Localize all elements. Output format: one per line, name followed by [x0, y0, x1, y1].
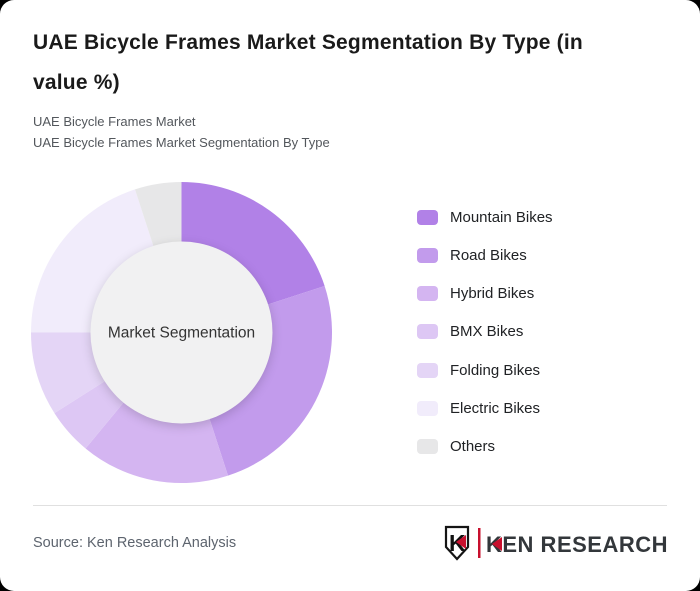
donut-chart: Market Segmentation [31, 182, 332, 483]
legend-swatch-electric-bikes [417, 400, 438, 416]
legend-label: Road Bikes [450, 246, 527, 264]
legend-item-others[interactable]: Others [417, 438, 553, 456]
page-title-line-1: UAE Bicycle Frames Market Segmentation B… [33, 31, 583, 54]
donut-center-circle [90, 241, 273, 424]
page-title: UAE Bicycle Frames Market Segmentation B… [33, 23, 683, 103]
legend-swatch-bmx-bikes [417, 324, 438, 340]
legend-item-road-bikes[interactable]: Road Bikes [417, 246, 553, 264]
logo-emblem-triangle-icon [456, 535, 466, 549]
source-text: Source: Ken Research Analysis [33, 535, 237, 551]
logo-wordmark-triangle-icon [492, 537, 502, 551]
legend-swatch-road-bikes [417, 247, 438, 263]
legend-item-folding-bikes[interactable]: Folding Bikes [417, 361, 553, 379]
logo-wordmark-text: KEN RESEARCH [486, 532, 668, 557]
donut-center-label: Market Segmentation [108, 325, 255, 342]
chart-subtitle-line-2: UAE Bicycle Frames Market Segmentation B… [33, 135, 330, 150]
legend-label: BMX Bikes [450, 323, 524, 341]
legend-label: Mountain Bikes [450, 208, 553, 226]
legend-swatch-hybrid-bikes [417, 286, 438, 302]
legend-label: Others [450, 438, 496, 456]
logo-shield-emblem: K [444, 525, 470, 561]
chart-legend: Mountain Bikes Road Bikes Hybrid Bikes BMX … [417, 209, 553, 477]
legend-swatch-folding-bikes [417, 362, 438, 378]
chart-subtitle-line-1: UAE Bicycle Frames Market [33, 114, 196, 129]
legend-item-mountain-bikes[interactable]: Mountain Bikes [417, 208, 553, 226]
legend-label: Folding Bikes [450, 361, 541, 379]
logo-separator-bar [478, 528, 481, 558]
legend-label: Hybrid Bikes [450, 285, 535, 303]
legend-label: Electric Bikes [450, 399, 541, 417]
footer-divider [33, 505, 667, 506]
legend-item-bmx-bikes[interactable]: BMX Bikes [417, 323, 553, 341]
page-title-line-2: value %) [33, 71, 120, 94]
legend-item-hybrid-bikes[interactable]: Hybrid Bikes [417, 285, 553, 303]
legend-swatch-mountain-bikes [417, 209, 438, 225]
chart-subtitle: UAE Bicycle Frames Market UAE Bicycle Fr… [33, 111, 330, 153]
ken-research-logo: K KEN RESEARCH [444, 525, 668, 561]
legend-swatch-others [417, 439, 438, 455]
legend-item-electric-bikes[interactable]: Electric Bikes [417, 399, 553, 417]
